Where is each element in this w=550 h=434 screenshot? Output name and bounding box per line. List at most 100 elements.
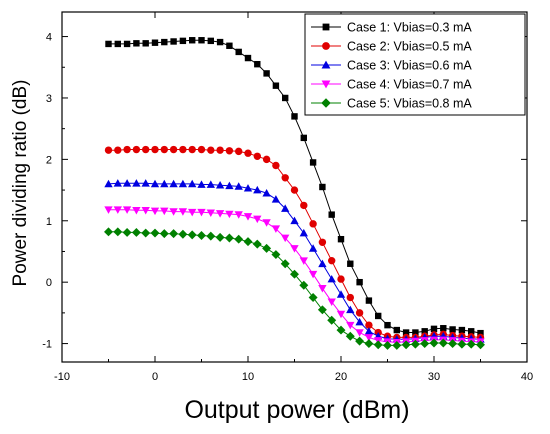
legend-box (304, 13, 526, 116)
data-point (170, 38, 177, 45)
data-point (160, 207, 169, 216)
series-line (108, 149, 481, 338)
data-point (308, 244, 318, 252)
y-tick-label: 0 (46, 277, 52, 289)
data-point (299, 228, 308, 237)
data-point (114, 146, 122, 154)
y-tick-label: -1 (42, 339, 52, 351)
data-point (244, 149, 252, 157)
data-point (161, 38, 168, 46)
data-point (346, 293, 354, 302)
data-point (216, 146, 224, 154)
data-point (401, 340, 411, 350)
data-point (252, 239, 262, 249)
data-point (215, 232, 225, 242)
data-point (215, 180, 225, 189)
data-point (466, 339, 476, 349)
data-point (159, 229, 169, 239)
data-point (393, 326, 400, 334)
data-point (280, 259, 290, 269)
data-point (122, 179, 132, 187)
data-point (104, 206, 113, 214)
data-point (151, 145, 159, 154)
data-point (123, 40, 131, 48)
legend-label: Case 3: Vbias=0.6 mA (347, 59, 472, 73)
data-point (234, 182, 243, 190)
data-point (234, 234, 244, 244)
data-point (429, 338, 439, 348)
data-point (169, 208, 178, 216)
data-point (141, 179, 150, 187)
data-point (169, 179, 178, 188)
data-point (104, 146, 113, 154)
data-point (132, 145, 141, 154)
data-point (356, 278, 363, 286)
data-point (113, 179, 122, 187)
data-point (178, 229, 188, 239)
data-point (188, 179, 197, 188)
data-point (440, 325, 447, 332)
data-point (319, 183, 326, 191)
data-point (243, 184, 253, 192)
data-point (299, 257, 308, 265)
x-tick-label: 40 (521, 371, 533, 383)
data-point (189, 37, 196, 44)
data-point (226, 42, 233, 49)
x-tick-label: 10 (242, 371, 254, 383)
data-point (215, 210, 225, 218)
data-point (133, 40, 140, 47)
data-point (336, 310, 346, 319)
data-point (225, 147, 234, 155)
data-point (421, 328, 428, 335)
data-point (318, 284, 327, 293)
data-point (243, 237, 253, 247)
data-point (206, 180, 215, 188)
data-point (225, 210, 234, 219)
data-point (197, 231, 206, 240)
data-point (336, 325, 346, 335)
data-point (281, 174, 289, 182)
data-point (476, 340, 485, 350)
data-point (187, 230, 197, 240)
data-point (253, 215, 262, 224)
series-3 (104, 179, 485, 343)
data-point (345, 331, 355, 341)
data-point (178, 179, 188, 188)
data-point (142, 145, 150, 154)
data-point (206, 231, 216, 241)
data-point (337, 275, 345, 283)
data-point (253, 185, 262, 194)
data-point (458, 326, 466, 334)
data-point (188, 208, 197, 217)
data-point (271, 225, 281, 233)
data-point (373, 340, 383, 350)
series-2 (104, 145, 485, 342)
legend-marker (321, 60, 331, 69)
data-point (317, 305, 327, 315)
data-point (355, 309, 364, 317)
y-tick-label: 4 (46, 32, 52, 44)
y-tick-label: 1 (46, 216, 52, 228)
legend-marker (321, 98, 331, 108)
y-tick-label: 2 (46, 154, 52, 166)
data-point (160, 179, 169, 188)
data-point (271, 250, 281, 260)
data-point (365, 297, 373, 304)
data-point (262, 155, 271, 164)
legend-label: Case 4: Vbias=0.7 mA (347, 78, 472, 92)
data-point (281, 234, 290, 243)
data-point (410, 339, 420, 349)
data-point (355, 336, 365, 346)
data-point (355, 317, 364, 326)
data-point (309, 159, 317, 166)
data-point (142, 40, 149, 47)
data-point (281, 204, 290, 212)
data-point (122, 227, 132, 237)
data-point (197, 180, 206, 188)
legend-label: Case 5: Vbias=0.8 mA (347, 97, 472, 111)
data-point (412, 329, 419, 336)
x-tick-label: 30 (428, 371, 440, 383)
data-point (263, 70, 270, 77)
data-point (392, 340, 402, 350)
data-point (113, 206, 122, 214)
